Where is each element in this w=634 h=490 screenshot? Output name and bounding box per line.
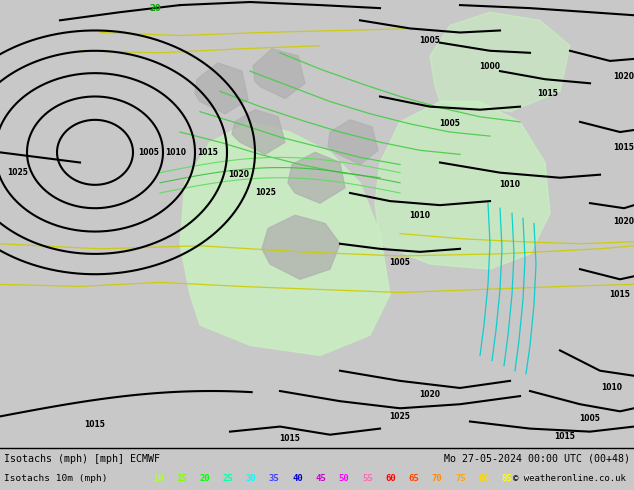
Text: 35: 35 — [269, 474, 280, 483]
Text: Isotachs (mph) [mph] ECMWF: Isotachs (mph) [mph] ECMWF — [4, 454, 160, 464]
Polygon shape — [262, 215, 340, 279]
Polygon shape — [195, 63, 248, 114]
Text: 1015: 1015 — [614, 143, 634, 152]
Text: 90: 90 — [524, 474, 535, 483]
Text: 40: 40 — [292, 474, 303, 483]
Text: 70: 70 — [432, 474, 443, 483]
Text: 1015: 1015 — [197, 148, 218, 157]
Text: 80: 80 — [478, 474, 489, 483]
Polygon shape — [375, 101, 550, 269]
Text: © weatheronline.co.uk: © weatheronline.co.uk — [513, 474, 626, 483]
Polygon shape — [328, 120, 378, 165]
Text: 1010: 1010 — [165, 148, 186, 157]
Text: 1015: 1015 — [84, 420, 105, 429]
Text: 1020: 1020 — [228, 170, 249, 179]
Text: 1020: 1020 — [614, 217, 634, 226]
Text: 1005: 1005 — [389, 258, 410, 267]
Text: 1020: 1020 — [420, 390, 441, 398]
Text: 1025: 1025 — [389, 412, 410, 421]
Text: 1010: 1010 — [602, 384, 623, 392]
Text: 1005: 1005 — [138, 148, 159, 157]
Text: 1020: 1020 — [100, 0, 120, 2]
Text: 1025: 1025 — [8, 168, 29, 177]
Text: 1010: 1010 — [410, 211, 430, 220]
Text: 1005: 1005 — [439, 120, 460, 128]
Text: 1005: 1005 — [420, 36, 441, 45]
Text: Mo 27-05-2024 00:00 UTC (00+48): Mo 27-05-2024 00:00 UTC (00+48) — [444, 454, 630, 464]
Text: 1025: 1025 — [255, 189, 276, 197]
Text: 60: 60 — [385, 474, 396, 483]
Text: 45: 45 — [315, 474, 326, 483]
Text: 1015: 1015 — [609, 290, 630, 299]
Text: 20: 20 — [199, 474, 210, 483]
Text: 1015: 1015 — [555, 432, 576, 441]
Text: 75: 75 — [455, 474, 465, 483]
Text: 1015: 1015 — [290, 0, 311, 1]
Polygon shape — [288, 152, 345, 203]
Text: 55: 55 — [362, 474, 373, 483]
Text: 85: 85 — [501, 474, 512, 483]
Text: 1020: 1020 — [614, 72, 634, 81]
Text: 30: 30 — [245, 474, 256, 483]
Polygon shape — [232, 110, 285, 154]
Text: 1000: 1000 — [479, 62, 500, 71]
Text: 25: 25 — [223, 474, 233, 483]
Text: 1005: 1005 — [579, 414, 600, 423]
Polygon shape — [430, 12, 570, 112]
Text: 50: 50 — [339, 474, 349, 483]
Text: 10: 10 — [153, 474, 164, 483]
Text: 1015: 1015 — [538, 89, 559, 98]
Text: Isotachs 10m (mph): Isotachs 10m (mph) — [4, 474, 108, 483]
Text: 65: 65 — [408, 474, 419, 483]
Text: 1015: 1015 — [280, 434, 301, 443]
Text: 1015: 1015 — [534, 0, 555, 1]
Polygon shape — [180, 122, 390, 355]
Polygon shape — [253, 49, 305, 98]
Text: 20: 20 — [149, 3, 161, 13]
Text: 1010: 1010 — [500, 180, 521, 189]
Text: 15: 15 — [176, 474, 186, 483]
